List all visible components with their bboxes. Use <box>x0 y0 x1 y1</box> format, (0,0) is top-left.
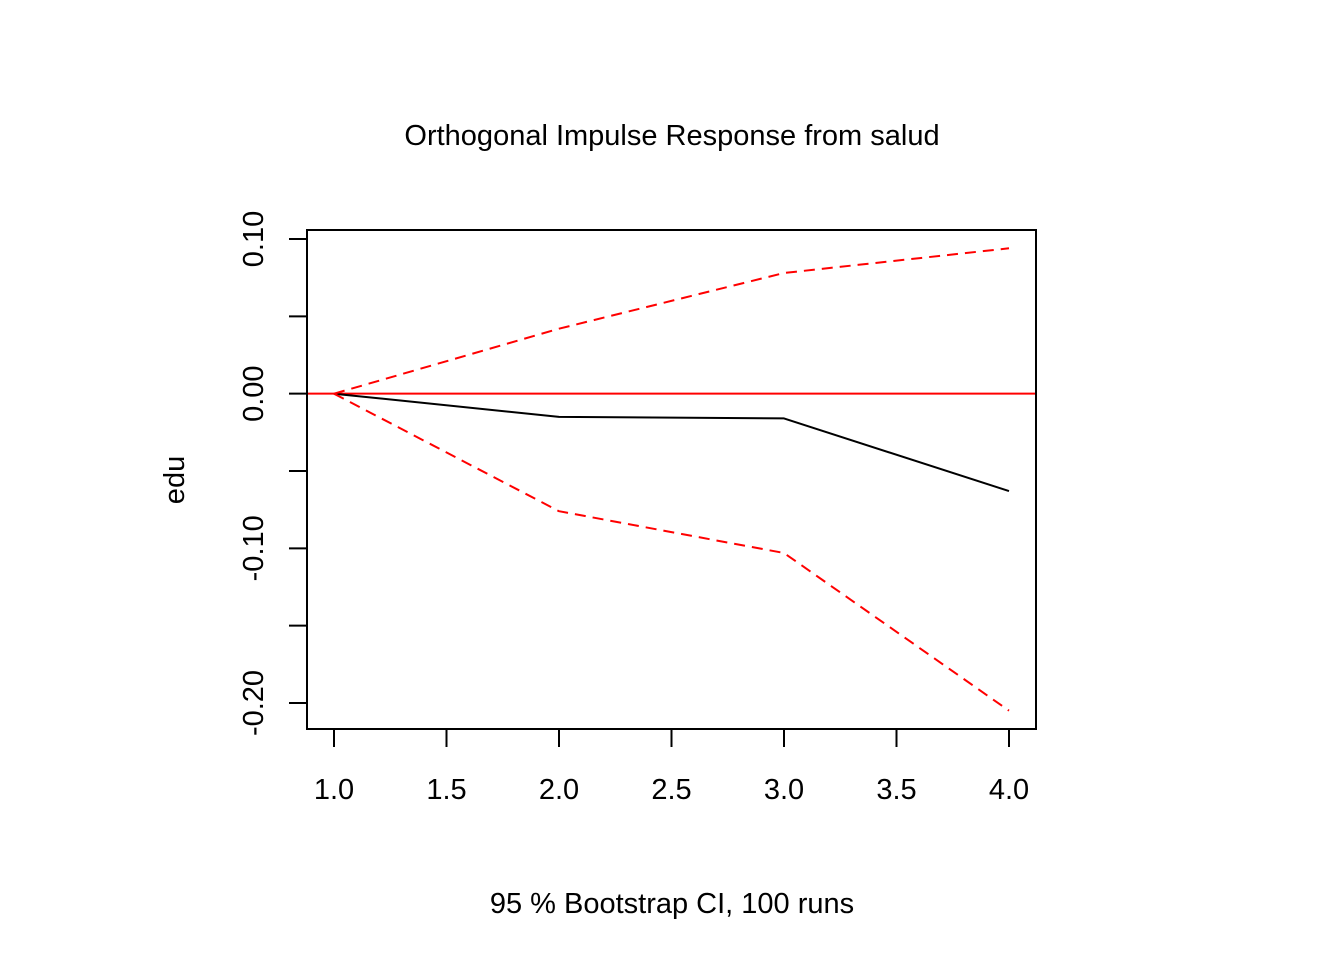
x-tick-label: 2.0 <box>539 774 579 806</box>
x-axis-label: 95 % Bootstrap CI, 100 runs <box>490 888 854 920</box>
series-line-lower <box>333 392 1010 712</box>
y-tick-label: 0.10 <box>238 211 270 267</box>
x-tick-label: 1.0 <box>314 774 354 806</box>
series-line-edu <box>333 392 1010 493</box>
x-tick-label: 4.0 <box>989 774 1029 806</box>
x-tick-label: 3.5 <box>876 774 916 806</box>
chart-title: Orthogonal Impulse Response from salud <box>404 120 939 152</box>
plot-content <box>307 247 1036 712</box>
x-tick-label: 3.0 <box>764 774 804 806</box>
y-axis-label: edu <box>159 456 191 504</box>
series-line-upper <box>333 247 1010 395</box>
y-tick-label: -0.10 <box>238 515 270 581</box>
y-axis: 0.10 0.00 -0.10 -0.20 <box>238 211 308 736</box>
x-axis: 1.0 1.5 2.0 2.5 3.0 3.5 4.0 <box>314 728 1029 806</box>
y-tick-label: -0.20 <box>238 670 270 736</box>
y-tick-label: 0.00 <box>238 365 270 421</box>
x-tick-label: 1.5 <box>426 774 466 806</box>
x-tick-label: 2.5 <box>651 774 691 806</box>
